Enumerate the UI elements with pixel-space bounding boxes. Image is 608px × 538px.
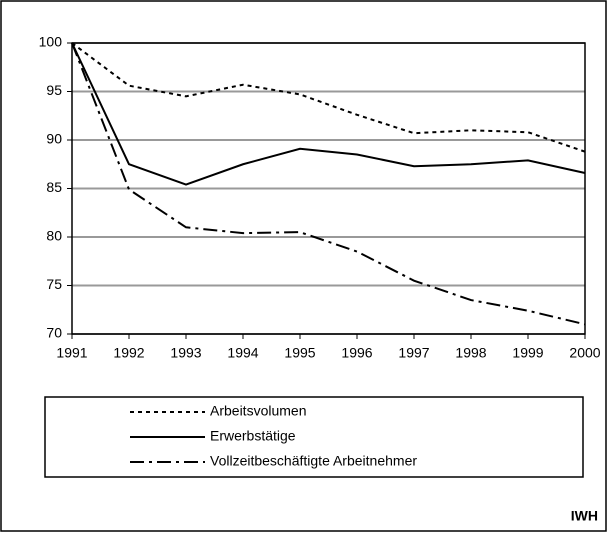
x-tick-label: 1999 — [512, 345, 543, 361]
series-line — [71, 42, 586, 153]
x-tick-label: 1992 — [113, 345, 144, 361]
y-tick-label: 100 — [39, 34, 63, 50]
y-tick-label: 85 — [46, 179, 62, 195]
x-tick-label: 1994 — [227, 345, 258, 361]
series-line — [71, 42, 586, 186]
x-tick-label: 1998 — [455, 345, 486, 361]
x-tick-label: 1996 — [341, 345, 372, 361]
x-tick-label: 2000 — [569, 345, 600, 361]
y-tick-label: 70 — [46, 325, 62, 341]
series-line — [71, 42, 586, 326]
source: IWH — [571, 508, 598, 524]
x-tick-label: 1993 — [170, 345, 201, 361]
legend-label: Arbeitsvolumen — [210, 403, 307, 419]
legend-label: Vollzeitbeschäftigte Arbeitnehmer — [210, 453, 417, 469]
y-tick-label: 90 — [46, 131, 62, 147]
y-tick-label: 95 — [46, 82, 62, 98]
x-tick-label: 1995 — [284, 345, 315, 361]
legend-label: Erwerbstätige — [210, 428, 296, 444]
x-tick-label: 1997 — [398, 345, 429, 361]
y-tick-label: 75 — [46, 276, 62, 292]
x-tick-label: 1991 — [56, 345, 87, 361]
y-tick-label: 80 — [46, 228, 62, 244]
